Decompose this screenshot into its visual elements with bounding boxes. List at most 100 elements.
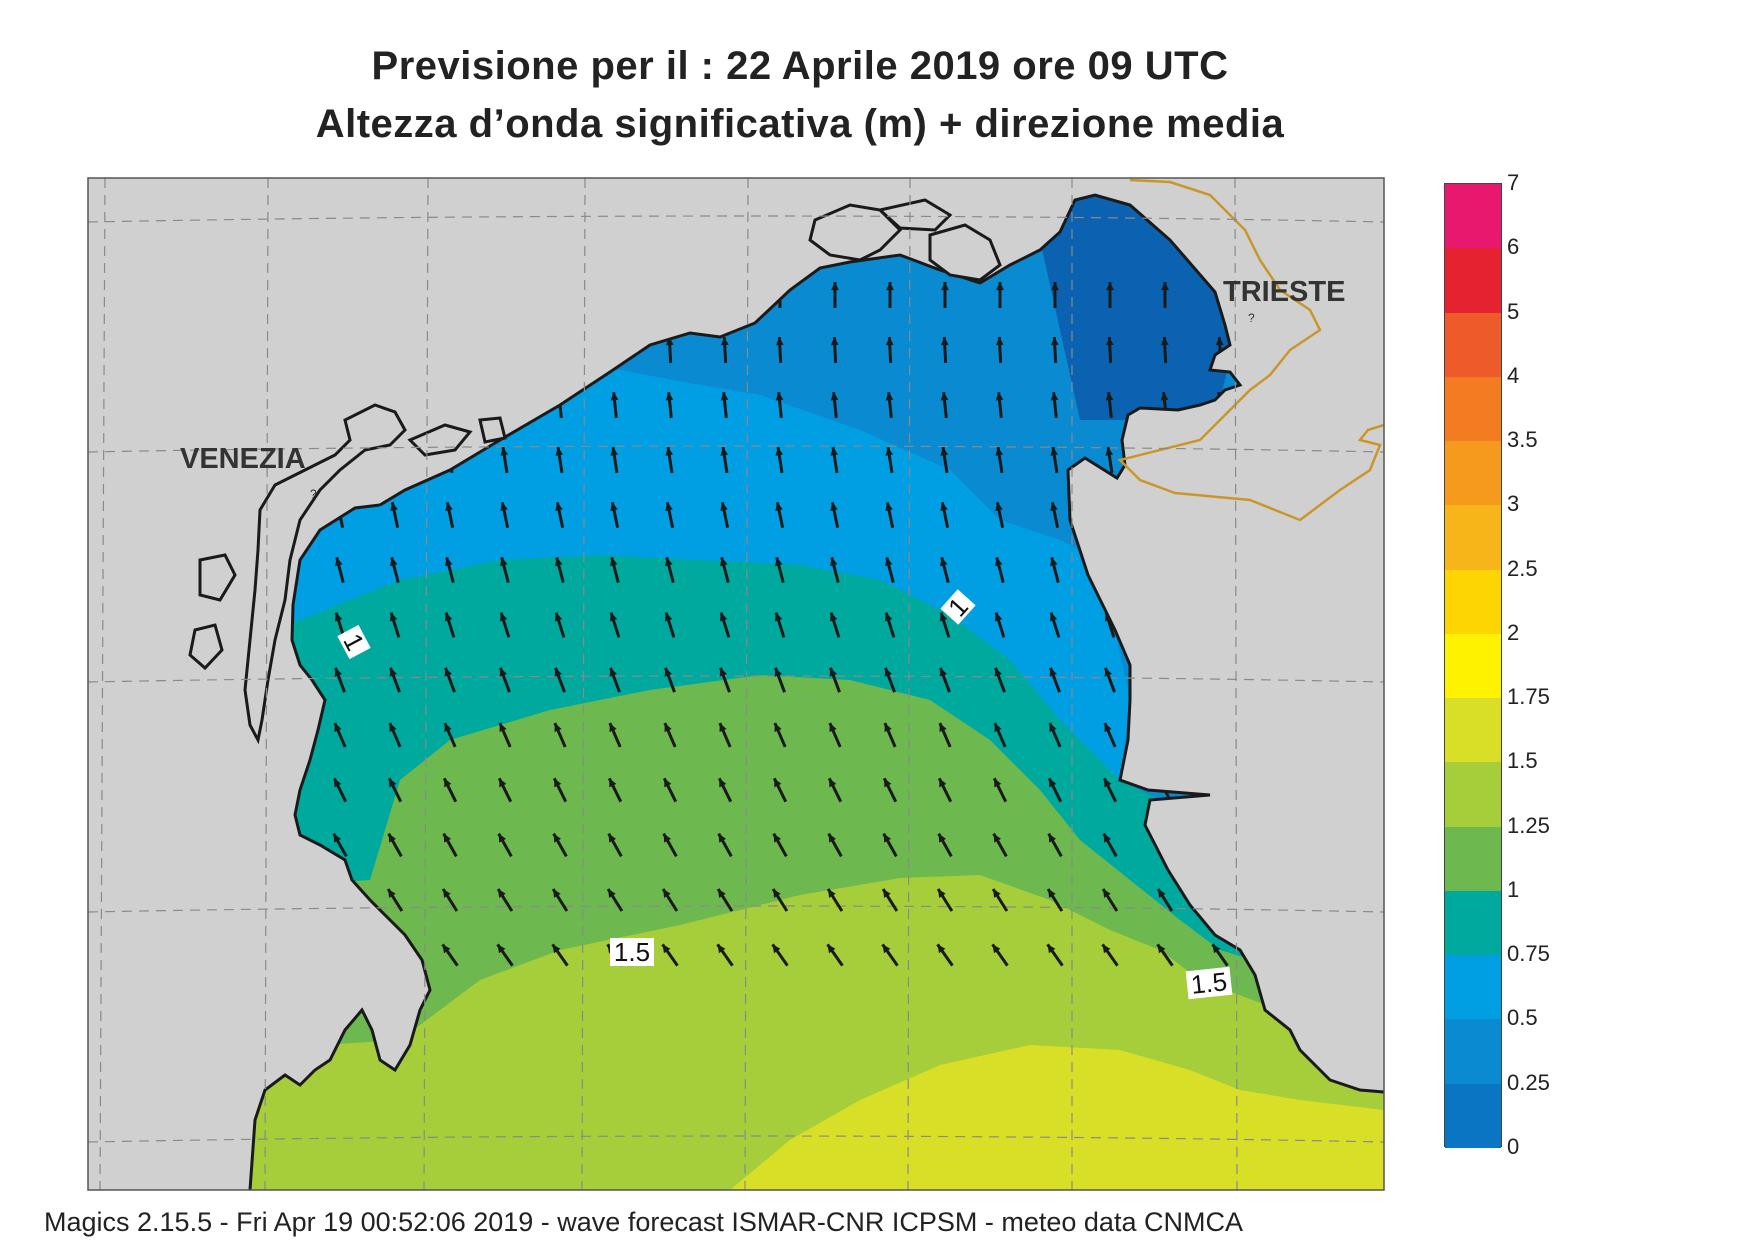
direction-arrow	[444, 667, 456, 693]
direction-arrow	[774, 667, 786, 693]
colorbar-segment	[1445, 826, 1501, 892]
direction-arrow	[720, 501, 730, 529]
direction-arrow	[774, 612, 786, 638]
direction-arrow	[496, 888, 514, 912]
direction-arrow	[717, 777, 733, 803]
direction-arrow	[386, 888, 404, 912]
direction-arrow	[389, 612, 401, 638]
direction-arrow	[939, 612, 951, 638]
direction-arrow	[884, 667, 896, 693]
svg-text:1.5: 1.5	[1189, 966, 1228, 1000]
colorbar-tick-label: 4	[1507, 362, 1520, 388]
colorbar-segment	[1445, 184, 1501, 249]
direction-arrow	[554, 612, 566, 638]
direction-arrow	[552, 832, 568, 858]
direction-arrow	[885, 446, 894, 474]
direction-arrow	[555, 501, 565, 529]
direction-arrow	[1046, 943, 1064, 967]
colorbar-tick-label: 3.5	[1507, 427, 1538, 453]
direction-arrow	[830, 501, 840, 529]
direction-arrow	[937, 832, 953, 858]
direction-arrow	[665, 336, 674, 364]
direction-arrow	[1160, 336, 1169, 364]
direction-arrow	[332, 832, 348, 858]
direction-arrow	[994, 667, 1006, 693]
direction-arrow	[886, 282, 894, 308]
colorbar-segment	[1445, 698, 1501, 763]
direction-arrow	[1102, 832, 1118, 858]
colorbar-tick-label: 1	[1507, 876, 1520, 902]
direction-arrow	[1104, 667, 1116, 693]
direction-arrow	[500, 501, 510, 529]
title-line-2: Altezza d’onda significativa (m) + direz…	[315, 102, 1285, 146]
direction-arrow	[829, 557, 840, 583]
direction-arrow	[719, 557, 730, 583]
direction-arrow	[551, 888, 569, 912]
direction-arrow	[717, 832, 733, 858]
direction-arrow	[608, 722, 622, 748]
direction-arrow	[995, 391, 1004, 419]
direction-arrow	[775, 336, 784, 364]
direction-arrow	[829, 667, 841, 693]
direction-arrow	[332, 777, 348, 803]
direction-arrow	[389, 667, 401, 693]
colorbar-segment	[1445, 248, 1501, 314]
direction-arrow	[884, 612, 896, 638]
direction-arrow	[664, 667, 676, 693]
direction-arrow	[774, 557, 785, 583]
direction-arrow	[719, 667, 731, 693]
city-label-trieste: TRIESTE	[1223, 276, 1345, 308]
direction-arrow	[496, 943, 514, 967]
title-line-1: Previsione per il : 22 Aprile 2019 ore 0…	[371, 44, 1229, 88]
direction-arrow	[884, 557, 895, 583]
direction-arrow	[1101, 888, 1119, 912]
direction-arrow	[499, 612, 511, 638]
direction-arrow	[881, 943, 899, 967]
direction-arrow	[881, 888, 899, 912]
direction-arrow	[716, 888, 734, 912]
colorbar-tick-label: 0	[1507, 1134, 1520, 1159]
colorbar-tick-label: 1.25	[1507, 812, 1550, 838]
colorbar-tick-label: 0.75	[1507, 941, 1550, 967]
direction-arrow	[609, 557, 620, 583]
direction-arrow	[610, 391, 619, 419]
direction-arrow	[1156, 943, 1174, 967]
colorbar-tick-label: 2.5	[1507, 555, 1538, 581]
direction-arrow	[940, 501, 950, 529]
direction-arrow	[499, 667, 511, 693]
direction-arrow	[937, 777, 953, 803]
direction-arrow	[1161, 282, 1169, 308]
direction-arrow	[772, 832, 788, 858]
direction-arrow	[1105, 391, 1114, 419]
direction-arrow	[607, 832, 623, 858]
direction-arrow	[444, 612, 456, 638]
contour-label-15a: 1.5	[610, 937, 654, 967]
contour-label-15b: 1.5	[1185, 966, 1233, 1000]
colorbar-tick-label: 3	[1507, 491, 1520, 517]
colorbar-tick-label: 2	[1507, 619, 1520, 645]
direction-arrow	[991, 888, 1009, 912]
direction-arrow	[828, 722, 842, 748]
direction-arrow	[827, 832, 843, 858]
direction-arrow	[992, 777, 1008, 803]
direction-arrow	[445, 501, 455, 529]
direction-arrow	[775, 501, 785, 529]
direction-arrow	[941, 282, 949, 308]
direction-arrow	[994, 612, 1006, 638]
direction-arrow	[607, 777, 623, 803]
direction-arrow	[497, 832, 513, 858]
direction-arrow	[939, 667, 951, 693]
direction-arrow	[992, 832, 1008, 858]
colorbar-tick-label: 6	[1507, 234, 1520, 260]
direction-arrow	[664, 557, 675, 583]
direction-arrow	[1046, 888, 1064, 912]
direction-arrow	[1156, 888, 1174, 912]
direction-arrow	[883, 722, 897, 748]
direction-arrow	[498, 722, 512, 748]
direction-arrow	[996, 282, 1004, 308]
direction-arrow	[555, 446, 564, 474]
direction-arrow	[940, 336, 949, 364]
direction-arrow	[991, 943, 1009, 967]
colorbar-segment	[1445, 569, 1501, 635]
direction-arrow	[1050, 501, 1060, 529]
